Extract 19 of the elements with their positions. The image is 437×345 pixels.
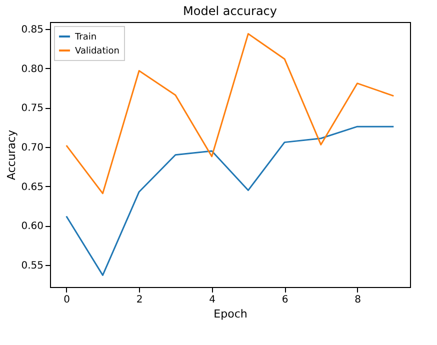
line-series <box>66 33 394 194</box>
x-tick-label: 0 <box>64 294 70 306</box>
y-tick-label: 0.60 <box>21 221 44 232</box>
y-tick-label: 0.75 <box>21 103 44 114</box>
y-tick-label: 0.65 <box>21 182 44 193</box>
y-axis-title: Accuracy <box>5 129 18 180</box>
chart-title: Model accuracy <box>183 4 277 18</box>
y-tick-label: 0.70 <box>21 142 44 154</box>
legend-label: Train <box>74 32 97 42</box>
x-axis-title: Epoch <box>214 308 248 320</box>
y-tick-label: 0.85 <box>21 24 44 36</box>
line-series <box>66 126 394 276</box>
x-tick-label: 2 <box>136 294 143 306</box>
x-tick-label: 6 <box>282 294 288 306</box>
x-tick-label: 8 <box>354 294 361 306</box>
y-tick-label: 0.80 <box>21 64 44 75</box>
x-tick-label: 4 <box>209 294 216 306</box>
y-tick-label: 0.55 <box>21 260 44 272</box>
legend-label: Validation <box>75 46 120 56</box>
